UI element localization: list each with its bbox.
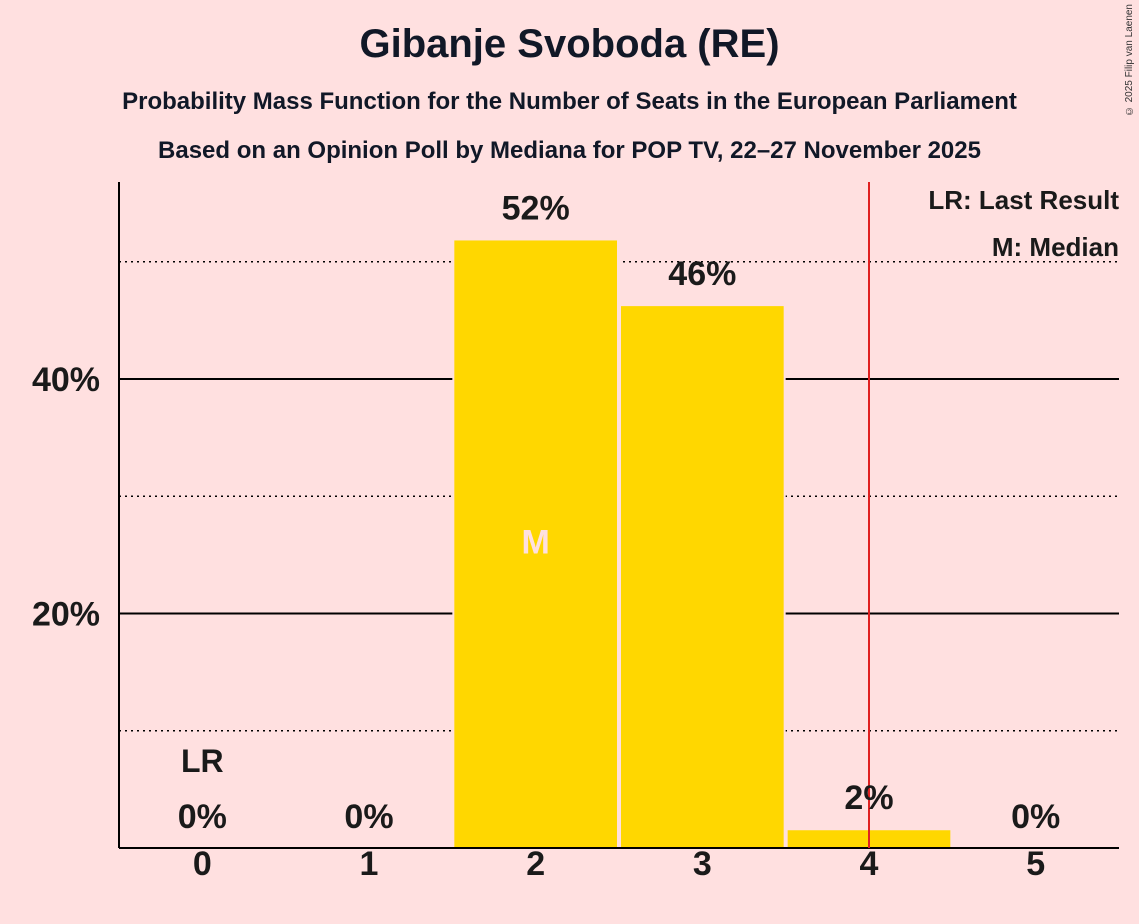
- value-label-2: 52%: [502, 189, 570, 227]
- value-label-0: 0%: [178, 798, 227, 836]
- y-tick-label-40: 40%: [32, 361, 100, 399]
- value-label-1: 0%: [344, 798, 393, 836]
- value-label-3: 46%: [668, 255, 736, 293]
- x-tick-label-0: 0: [193, 845, 212, 883]
- last-result-marker: LR: [181, 743, 224, 779]
- y-tick-label-20: 20%: [32, 595, 100, 633]
- bar-3: [619, 304, 786, 849]
- legend-last-result: LR: Last Result: [928, 185, 1119, 215]
- x-tick-label-5: 5: [1026, 845, 1045, 883]
- bar-2: [452, 238, 620, 849]
- value-label-4: 2%: [844, 779, 893, 817]
- median-marker: M: [522, 524, 550, 562]
- x-tick-label-3: 3: [693, 845, 712, 883]
- x-tick-label-1: 1: [360, 845, 379, 883]
- x-tick-label-4: 4: [860, 845, 879, 883]
- chart-title: Gibanje Svoboda (RE): [359, 22, 780, 66]
- value-label-5: 0%: [1011, 798, 1060, 836]
- chart-subtitle-1: Probability Mass Function for the Number…: [122, 88, 1017, 115]
- legend-median: M: Median: [992, 232, 1119, 262]
- x-tick-label-2: 2: [526, 845, 545, 883]
- chart-subtitle-2: Based on an Opinion Poll by Mediana for …: [158, 137, 981, 164]
